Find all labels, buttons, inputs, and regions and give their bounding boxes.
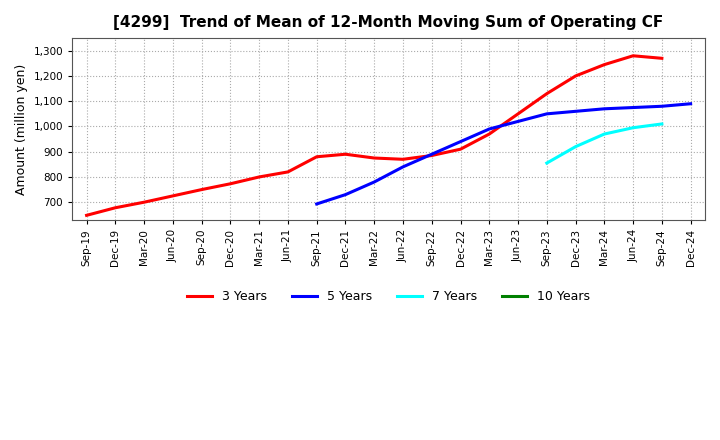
Line: 7 Years: 7 Years — [546, 124, 662, 163]
5 Years — [485, 126, 494, 132]
3 Years — [629, 53, 637, 59]
3 Years — [657, 56, 666, 61]
5 Years — [629, 105, 637, 110]
3 Years — [197, 187, 206, 192]
3 Years — [485, 132, 494, 137]
5 Years — [312, 202, 321, 207]
3 Years — [111, 205, 120, 210]
5 Years — [600, 106, 608, 111]
Title: [4299]  Trend of Mean of 12-Month Moving Sum of Operating CF: [4299] Trend of Mean of 12-Month Moving … — [114, 15, 664, 30]
3 Years — [600, 62, 608, 67]
7 Years — [629, 125, 637, 130]
3 Years — [255, 174, 264, 180]
Line: 3 Years: 3 Years — [86, 56, 662, 215]
Line: 5 Years: 5 Years — [317, 104, 690, 204]
5 Years — [542, 111, 551, 117]
3 Years — [140, 200, 148, 205]
3 Years — [542, 91, 551, 96]
Legend: 3 Years, 5 Years, 7 Years, 10 Years: 3 Years, 5 Years, 7 Years, 10 Years — [182, 285, 595, 308]
3 Years — [341, 152, 350, 157]
7 Years — [542, 161, 551, 166]
5 Years — [399, 164, 408, 169]
3 Years — [399, 157, 408, 162]
3 Years — [456, 147, 465, 152]
Y-axis label: Amount (million yen): Amount (million yen) — [15, 63, 28, 194]
5 Years — [657, 104, 666, 109]
5 Years — [341, 192, 350, 197]
3 Years — [168, 193, 177, 198]
3 Years — [571, 73, 580, 79]
7 Years — [571, 144, 580, 149]
3 Years — [284, 169, 292, 175]
3 Years — [82, 213, 91, 218]
3 Years — [226, 181, 235, 187]
5 Years — [428, 152, 436, 157]
3 Years — [513, 111, 522, 117]
5 Years — [513, 119, 522, 124]
5 Years — [370, 180, 379, 185]
5 Years — [571, 109, 580, 114]
3 Years — [428, 153, 436, 158]
3 Years — [370, 155, 379, 161]
7 Years — [600, 132, 608, 137]
7 Years — [657, 121, 666, 127]
5 Years — [686, 101, 695, 106]
3 Years — [312, 154, 321, 159]
5 Years — [456, 139, 465, 144]
